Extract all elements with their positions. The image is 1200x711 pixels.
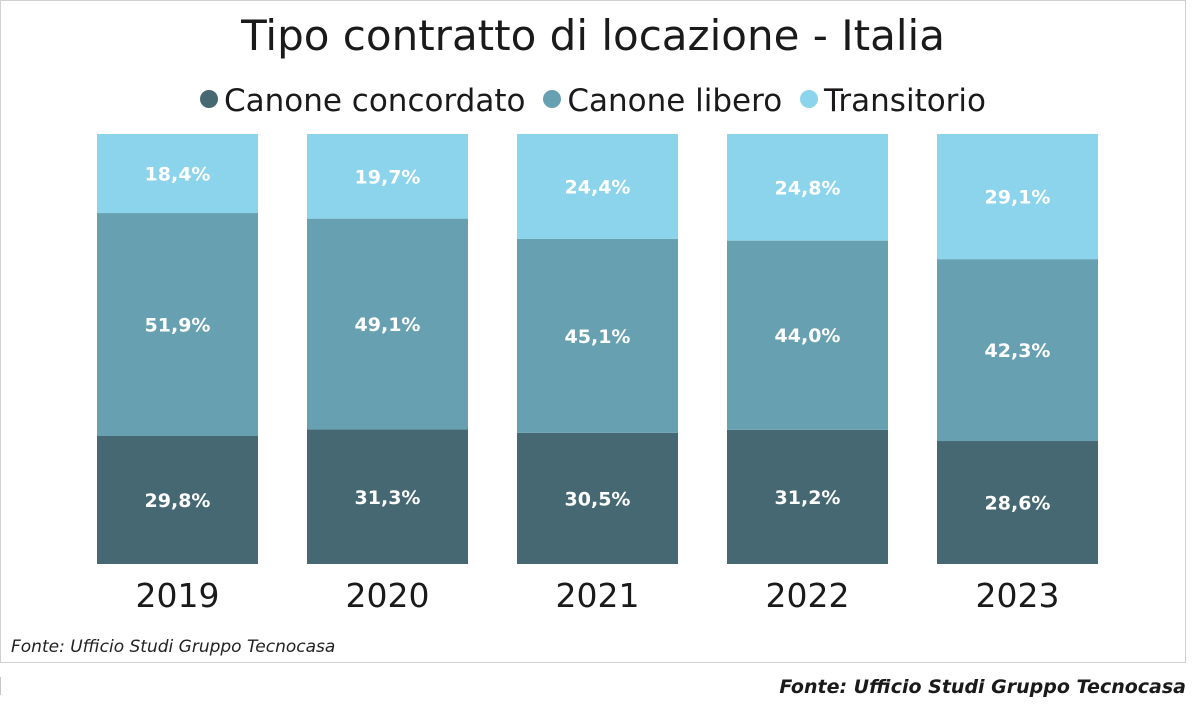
x-tick-label-2020: 2020 xyxy=(346,576,430,615)
data-label-canone-concordato-2023: 28,6% xyxy=(985,493,1051,515)
stacked-bar-chart: 29,8% 51,9% 18,4% 2019 31,3% 49,1% 19,7% 2020 30… xyxy=(97,134,1098,615)
source-note-outer: Fonte: Ufficio Studi Gruppo Tecnocasa xyxy=(779,676,1186,698)
data-label-canone-libero-2022: 44,0% xyxy=(775,325,841,347)
legend-label-canone-concordato: Canone concordato xyxy=(223,83,526,119)
chart-frame: Tipo contratto di locazione - Italia Can… xyxy=(0,0,1186,663)
legend-item-canone-concordato: Canone concordato xyxy=(199,83,526,119)
bar-canone-concordato-2020 xyxy=(307,429,468,564)
legend-item-canone-libero: Canone libero xyxy=(543,83,782,119)
data-label-transitorio-2020: 19,7% xyxy=(355,166,421,188)
data-label-canone-concordato-2020: 31,3% xyxy=(355,487,421,509)
bar-canone-concordato-2019 xyxy=(97,435,258,564)
legend-label-canone-libero: Canone libero xyxy=(567,83,783,119)
bar-canone-libero-2019 xyxy=(97,213,258,436)
bar-canone-concordato-2021 xyxy=(517,432,678,564)
bar-canone-concordato-2022 xyxy=(727,429,888,564)
data-label-canone-libero-2023: 42,3% xyxy=(985,340,1051,362)
bar-transitorio-2022 xyxy=(727,134,888,241)
x-tick-label-2022: 2022 xyxy=(766,576,850,615)
data-label-transitorio-2022: 24,8% xyxy=(775,177,841,199)
data-label-canone-concordato-2022: 31,2% xyxy=(775,487,841,509)
bar-canone-libero-2023 xyxy=(937,259,1098,442)
bar-canone-libero-2021 xyxy=(517,238,678,433)
bar-canone-concordato-2023 xyxy=(937,441,1098,564)
bar-transitorio-2023 xyxy=(937,134,1098,260)
x-tick-label-2023: 2023 xyxy=(976,576,1060,615)
legend-swatch-canone-concordato xyxy=(199,90,218,108)
data-label-transitorio-2021: 24,4% xyxy=(565,176,631,198)
page-corner-mark xyxy=(0,677,9,695)
data-label-transitorio-2023: 29,1% xyxy=(985,187,1051,209)
data-label-canone-concordato-2021: 30,5% xyxy=(565,488,631,510)
data-label-transitorio-2019: 18,4% xyxy=(145,164,211,186)
bar-transitorio-2019 xyxy=(97,134,258,214)
legend-swatch-transitorio xyxy=(800,90,819,108)
data-label-canone-libero-2020: 49,1% xyxy=(355,314,421,336)
data-label-canone-libero-2021: 45,1% xyxy=(565,326,631,348)
chart-title: Tipo contratto di locazione - Italia xyxy=(241,11,945,60)
bar-canone-libero-2020 xyxy=(307,218,468,430)
data-label-canone-concordato-2019: 29,8% xyxy=(145,490,211,512)
bar-transitorio-2021 xyxy=(517,134,678,239)
bar-transitorio-2020 xyxy=(307,134,468,219)
x-tick-label-2021: 2021 xyxy=(556,576,640,615)
legend-swatch-canone-libero xyxy=(543,90,562,108)
chart-legend: Canone concordato Canone libero Transito… xyxy=(1,83,1185,119)
data-label-canone-libero-2019: 51,9% xyxy=(145,315,211,337)
legend-item-transitorio: Transitorio xyxy=(800,83,986,119)
legend-label-transitorio: Transitorio xyxy=(824,83,987,119)
bar-canone-libero-2022 xyxy=(727,240,888,430)
x-tick-label-2019: 2019 xyxy=(136,576,220,615)
source-note-inner: Fonte: Ufficio Studi Gruppo Tecnocasa xyxy=(11,637,336,657)
